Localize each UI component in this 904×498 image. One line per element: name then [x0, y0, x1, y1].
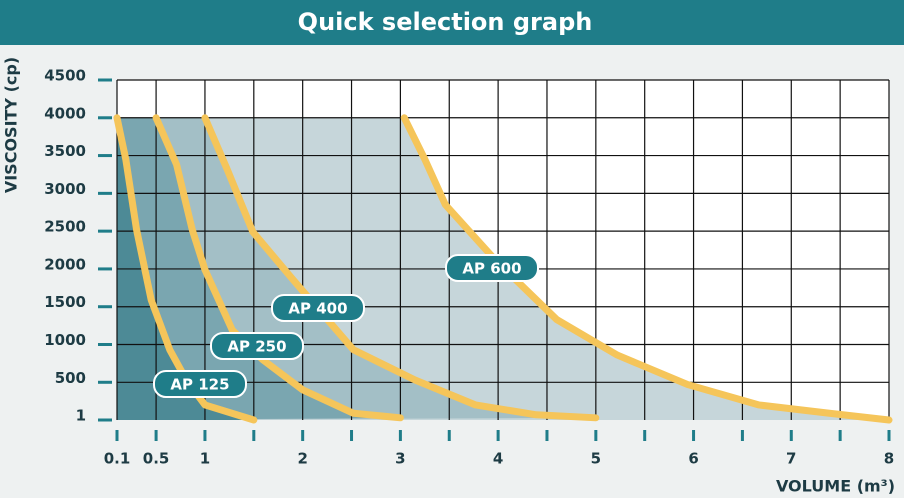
- line: [113, 114, 258, 424]
- y-tick-label: 1: [76, 407, 86, 425]
- title-bar: [0, 0, 904, 45]
- x-axis-label: VOLUME (m³): [776, 477, 895, 496]
- legend-label: AP 125: [170, 376, 229, 394]
- label-badge: [210, 332, 304, 360]
- label-badge: [153, 370, 247, 398]
- legend-label: AP 250: [227, 338, 286, 356]
- x-tick-label: 0.5: [143, 450, 170, 468]
- y-tick-label: 1500: [44, 293, 86, 311]
- x-tick-label: 6: [688, 450, 698, 468]
- y-tick-label: 3000: [44, 180, 86, 198]
- line: [400, 114, 893, 424]
- line: [152, 114, 404, 422]
- x-tick-label: 3: [395, 450, 405, 468]
- x-tick-label: 2: [297, 450, 307, 468]
- label-badge: [445, 254, 539, 282]
- chart-title: Quick selection graph: [298, 8, 593, 36]
- x-tick-label: 4: [493, 450, 503, 468]
- legend-label: AP 600: [462, 260, 521, 278]
- x-tick-label: 7: [786, 450, 796, 468]
- label-badge: [271, 294, 365, 322]
- x-tick-label: 0.1: [104, 450, 131, 468]
- x-tick-label: 5: [591, 450, 601, 468]
- y-tick-label: 500: [55, 369, 86, 387]
- x-tick-label: 8: [884, 450, 894, 468]
- y-tick-label: 4500: [44, 67, 86, 85]
- legend-label: AP 400: [288, 300, 347, 318]
- y-axis-label: VISCOSITY (cp): [2, 57, 21, 193]
- y-tick-label: 2500: [44, 218, 86, 236]
- y-tick-label: 2000: [44, 255, 86, 273]
- x-tick-label: 1: [200, 450, 210, 468]
- y-tick-label: 4000: [44, 104, 86, 122]
- y-tick-label: 3500: [44, 142, 86, 160]
- y-tick-label: 1000: [44, 331, 86, 349]
- line: [201, 114, 600, 422]
